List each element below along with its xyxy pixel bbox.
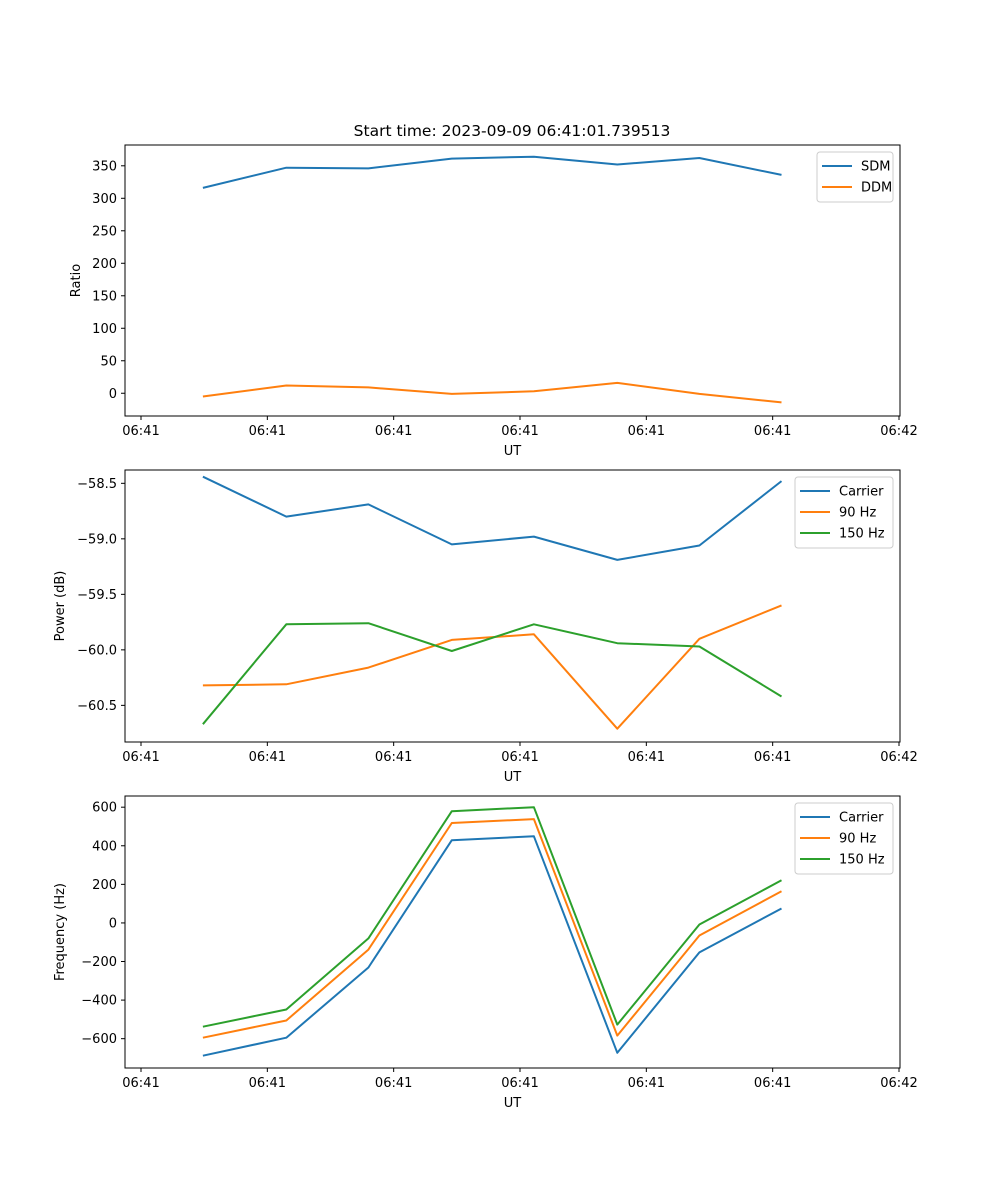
x-tick-label: 06:41 [122,424,159,439]
figure-title: Start time: 2023-09-09 06:41:01.739513 [354,122,671,140]
series-line-carrier [202,835,782,1057]
x-tick-label: 06:41 [249,1076,286,1091]
x-tick-label: 06:42 [880,424,917,439]
y-tick-label: 100 [92,322,117,337]
x-tick-label: 06:42 [880,750,917,765]
y-tick-label: 50 [100,354,117,369]
legend-box [794,476,894,549]
y-tick-label: 150 [92,289,117,304]
x-tick-label: 06:41 [628,424,665,439]
x-axis-label: UT [504,770,522,785]
legend: Carrier 90 Hz 150 Hz [794,476,894,549]
chart-panel-2: 06:41 06:41 06:41 06:41 06:41 06:41 06:42 UT −60… [53,469,918,785]
chart-panel-1: 06:41 06:41 06:41 06:41 06:41 06:41 06:42 UT 0 50… [69,144,918,459]
legend-label: DDM [861,181,892,196]
y-tick-label: −200 [81,955,117,970]
x-tick-label: 06:41 [122,750,159,765]
x-tick-label: 06:41 [249,424,286,439]
y-axis-label: Power (dB) [53,571,68,642]
axes-frame [124,795,901,1069]
legend: Carrier 90 Hz 150 Hz [794,802,894,875]
y-tick-label: 200 [92,878,117,893]
x-tick-label: 06:41 [754,750,791,765]
y-tick-label: 250 [92,224,117,239]
x-tick-label: 06:41 [249,750,286,765]
x-tick-label: 06:41 [628,1076,665,1091]
x-tick-label: 06:41 [754,424,791,439]
y-tick-label: 0 [109,387,117,402]
y-tick-label: 0 [109,916,117,931]
y-tick-label: −400 [81,994,117,1009]
y-axis-label: Frequency (Hz) [53,883,68,981]
y-tick-label: 350 [92,159,117,174]
y-tick-label: −58.5 [77,477,117,492]
legend-label: Carrier [839,811,884,826]
series-line-150-hz [202,622,783,725]
y-tick-label: −59.0 [77,532,117,547]
x-tick-label: 06:41 [754,1076,791,1091]
legend-label: Carrier [839,485,884,500]
y-tick-label: 200 [92,257,117,272]
legend-label: 90 Hz [839,506,876,521]
y-tick-label: −60.0 [77,643,117,658]
chart-panel-3: 06:41 06:41 06:41 06:41 06:41 06:41 06:42 UT −60… [53,795,918,1111]
x-tick-label: 06:41 [501,750,538,765]
legend-box [816,151,894,203]
x-tick-label: 06:41 [375,424,412,439]
axes-frame [124,144,901,417]
x-tick-label: 06:41 [501,1076,538,1091]
series-line-90-hz [202,818,782,1039]
series-line-sdm [202,155,782,189]
legend-label: 150 Hz [839,527,885,542]
y-axis-label: Ratio [69,264,84,297]
x-axis-label: UT [504,444,522,459]
y-tick-label: 600 [92,801,117,816]
y-tick-label: 300 [92,192,117,207]
legend-label: SDM [861,160,890,175]
legend-box [794,802,894,875]
series-line-150-hz [202,806,782,1028]
legend-label: 90 Hz [839,832,876,847]
legend-label: 150 Hz [839,853,885,868]
x-tick-label: 06:41 [501,424,538,439]
series-line-carrier [202,475,783,561]
x-tick-label: 06:42 [880,1076,917,1091]
x-axis-label: UT [504,1096,522,1111]
x-tick-label: 06:41 [375,1076,412,1091]
axes-frame [124,469,901,743]
legend: SDM DDM [816,151,894,203]
series-line-ddm [202,381,782,404]
x-tick-label: 06:41 [122,1076,159,1091]
y-tick-label: −60.5 [77,699,117,714]
y-tick-label: 400 [92,839,117,854]
y-tick-label: −59.5 [77,588,117,603]
x-tick-label: 06:41 [628,750,665,765]
x-tick-label: 06:41 [375,750,412,765]
y-tick-label: −600 [81,1032,117,1047]
